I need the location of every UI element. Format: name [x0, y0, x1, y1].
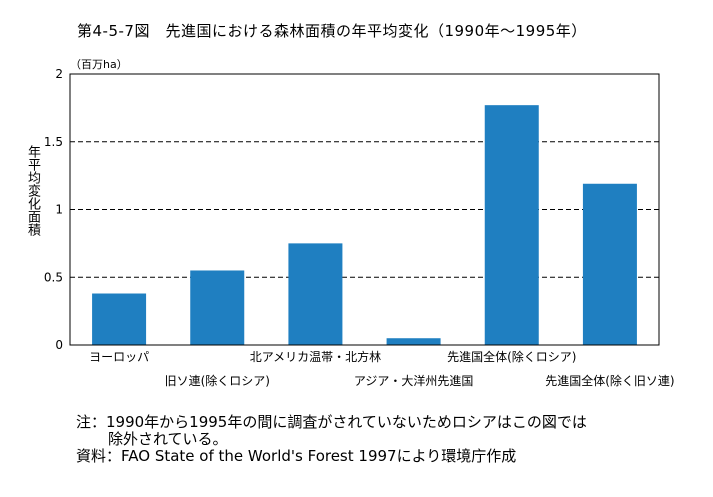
notes: 注：1990年から1995年の間に調査がされていないためロシアはこの図では 除外… [76, 414, 587, 465]
note-line-1: 注：1990年から1995年の間に調査がされていないためロシアはこの図では [76, 413, 587, 431]
bar [582, 183, 637, 345]
x-category-label: 旧ソ連(除くロシア) [165, 373, 270, 388]
x-category-label: ヨーロッパ [89, 350, 149, 364]
x-category-label: 先進国全体(除く旧ソ連) [545, 373, 674, 388]
bar [288, 243, 343, 345]
bar [190, 270, 245, 345]
y-tick-label: 0.5 [44, 270, 63, 284]
x-category-label: 北アメリカ温帯・北方林 [250, 349, 381, 364]
chart-title: 第4-5-7図 先進国における森林面積の年平均変化（1990年～1995年） [77, 22, 587, 40]
y-tick-label: 1.5 [44, 135, 63, 149]
y-axis-unit: （百万ha） [70, 58, 128, 71]
y-axis-label: 年平均変化面積 [25, 145, 40, 236]
y-tick-label: 0 [55, 338, 63, 352]
x-category-label: 先進国全体(除くロシア) [447, 349, 576, 364]
y-tick-label: 1 [55, 203, 63, 217]
plot-frame [69, 73, 660, 346]
note-line-2: 除外されている。 [108, 430, 228, 448]
bar [484, 105, 539, 345]
bar [92, 293, 147, 345]
y-tick-label: 2 [55, 67, 63, 81]
x-category-label: アジア・大洋州先進国 [354, 373, 474, 388]
bar [386, 338, 441, 345]
source-line: 資料：FAO State of the World's Forest 1997に… [76, 447, 517, 465]
